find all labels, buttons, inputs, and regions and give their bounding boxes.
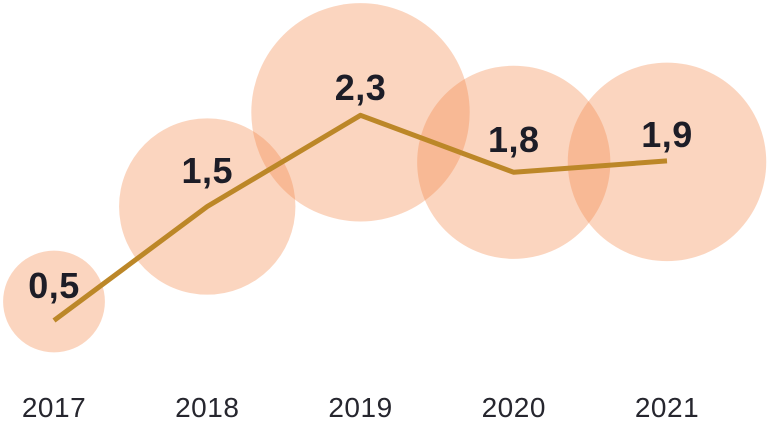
bubble-2017 (3, 250, 105, 353)
bubble-2020 (417, 65, 611, 259)
bubble-2019 (251, 3, 470, 222)
bubble-group (3, 3, 767, 353)
trend-line (52, 112, 668, 323)
